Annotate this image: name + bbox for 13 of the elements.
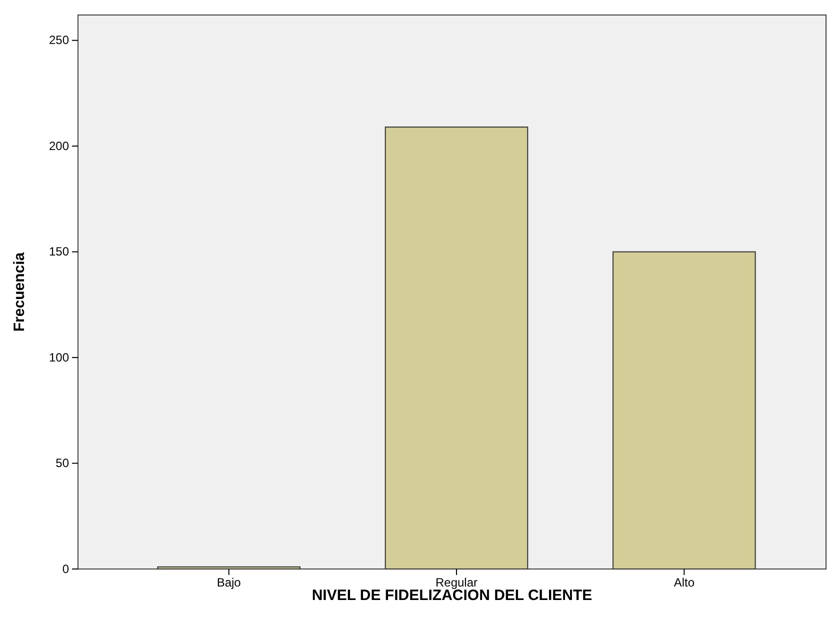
bar: [384, 126, 528, 570]
x-tick-label: Bajo: [216, 576, 242, 590]
y-tick-label: 200: [48, 138, 70, 153]
bar: [612, 251, 756, 570]
y-tick-label: 250: [48, 33, 70, 48]
y-axis-title: Frecuencia: [11, 252, 28, 332]
x-tick-label: Regular: [435, 576, 478, 590]
x-tick-label: Alto: [674, 576, 695, 590]
y-tick-label: 50: [56, 456, 70, 470]
y-tick-label: 150: [48, 244, 70, 259]
y-tick-label: 0: [62, 562, 70, 576]
y-tick-label: 100: [48, 350, 70, 364]
bar: [157, 566, 300, 570]
